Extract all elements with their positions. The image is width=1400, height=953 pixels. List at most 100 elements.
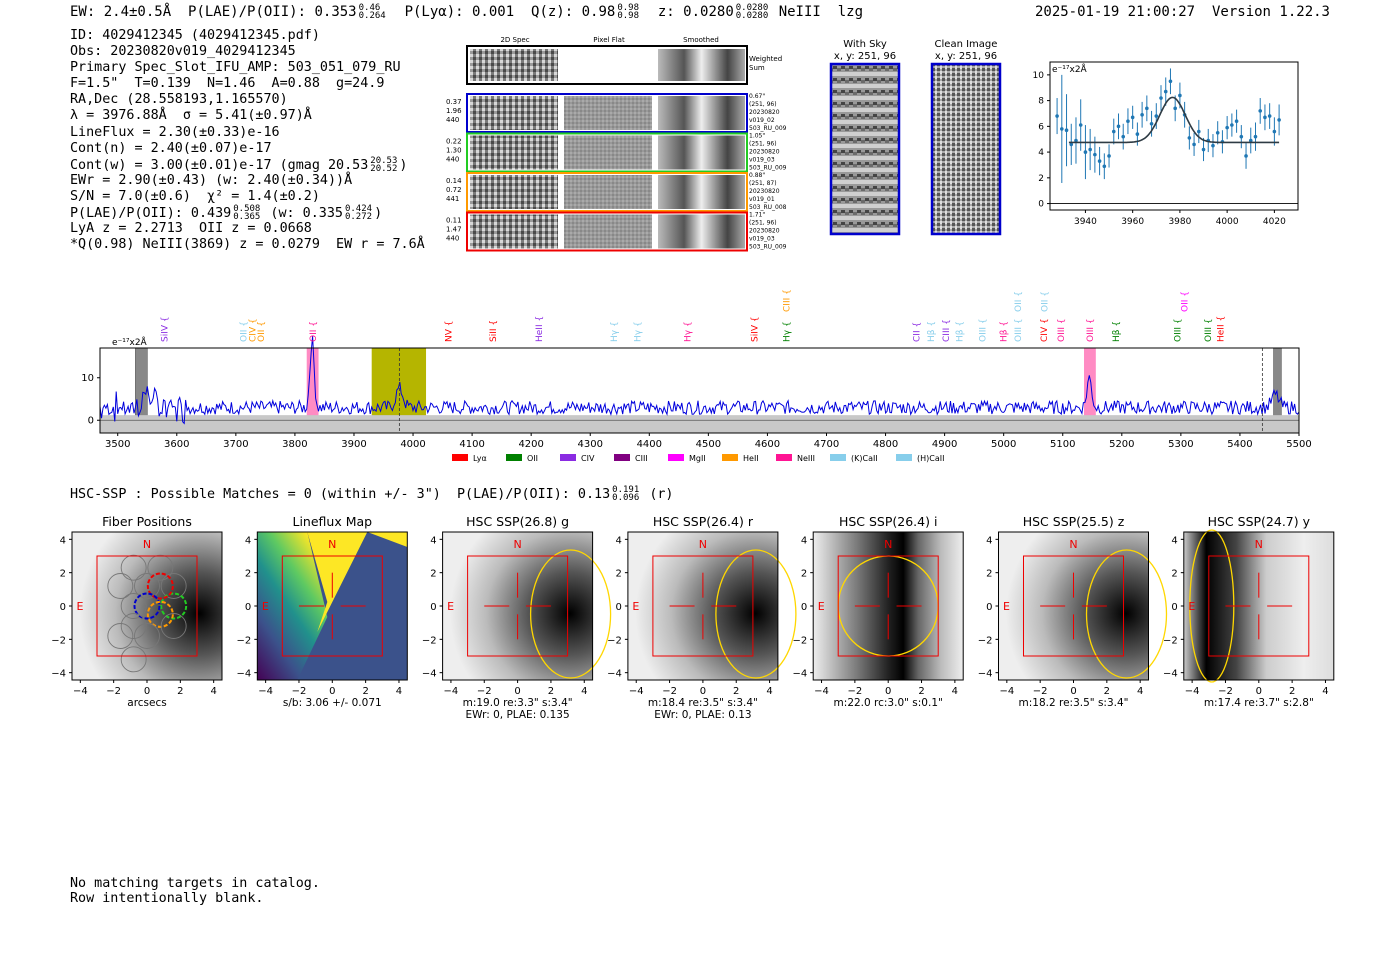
panel-ytick-label: 0 — [430, 602, 436, 613]
zoom-ytick-label: 4 — [1038, 148, 1044, 158]
zoom-point — [1211, 143, 1215, 148]
datetime: 2025-01-19 21:00:27 — [1034, 4, 1196, 20]
spectrum-xtick-label: 4900 — [932, 439, 957, 450]
spectrum-xtick-label: 4700 — [814, 439, 839, 450]
catalog-footer: No matching targets in catalog. Row inte… — [70, 876, 320, 906]
spectrum-xtick-label: 4100 — [459, 439, 484, 450]
zoom-ytick-label: 2 — [1038, 174, 1044, 184]
zoom-axes-frame — [1049, 61, 1299, 211]
col-label-2dspec: 2D Spec — [500, 36, 529, 44]
spectrum-xtick-label: 5400 — [1227, 439, 1252, 450]
info-qline: *Q(0.98) NeIII(3869) z = 0.0279 EW r = 7… — [70, 237, 425, 253]
legend-swatch — [668, 454, 684, 461]
panel-ytick-label: 0 — [986, 602, 992, 613]
fiber-circle — [107, 623, 134, 649]
east-label: E — [1188, 600, 1195, 613]
zoom-point — [1093, 152, 1097, 157]
spectrum-xtick-label: 4800 — [873, 439, 898, 450]
spectrum-line-label: OIII { — [1173, 318, 1183, 342]
spectrum-line-label: OIII { — [1086, 318, 1096, 342]
east-label: E — [818, 600, 825, 613]
spectrum-line-label: OII { — [1014, 291, 1024, 312]
lineflux-gradient — [257, 532, 328, 680]
spectrum-line-label: Hβ { — [1112, 321, 1122, 342]
zoom-ylabel: e⁻¹⁷x2Å — [1052, 63, 1088, 75]
panel-ytick-label: −4 — [237, 669, 252, 680]
imaging-panel-title: HSC SSP(26.4) i — [839, 514, 937, 529]
zoom-ytick-label: 8 — [1038, 97, 1044, 107]
zoom-point — [1135, 132, 1140, 136]
hsc-summary: HSC-SSP : Possible Matches = 0 (within +… — [70, 486, 674, 503]
east-label: E — [632, 600, 639, 613]
lineflux-corner — [367, 532, 408, 547]
zoom-point — [1154, 114, 1159, 118]
zoom-point — [1234, 119, 1239, 123]
north-label: N — [1255, 538, 1263, 551]
legend-swatch — [560, 454, 576, 461]
cutout-2dspec — [470, 214, 558, 249]
cutout-row-meta: v019_02 — [749, 117, 775, 124]
legend-label: (H)CaII — [917, 454, 944, 463]
footer-line1: No matching targets in catalog. — [70, 876, 320, 891]
plae2-hi: 0.508 — [233, 204, 261, 215]
zoom-point — [1107, 154, 1111, 158]
info-ewr: EWr = 2.90(±0.43) (w: 2.40(±0.34))Å — [70, 172, 353, 188]
zoom-point — [1230, 123, 1234, 127]
cutout-row-meta: 503_RU_009 — [749, 244, 787, 251]
cutout-panel: 2D Spec Pixel Flat Smoothed Weighted Sum… — [446, 36, 787, 252]
cutout-row-meta: v019_03 — [749, 157, 775, 164]
panel-xtick-label: 2 — [1289, 686, 1295, 697]
panel-ytick-label: 2 — [430, 569, 436, 580]
plae2-w: (w: 0.335 — [270, 206, 343, 222]
spectrum-xtick-label: 4200 — [518, 439, 543, 450]
with-sky-coords: x, y: 251, 96 — [834, 51, 896, 62]
zoom-point — [1244, 154, 1248, 158]
clean-image-coords: x, y: 251, 96 — [935, 51, 997, 62]
legend-swatch — [722, 454, 738, 461]
plae-lo: 0.264 — [358, 11, 386, 21]
zoom-point — [1140, 112, 1144, 117]
info-radec: RA,Dec (28.558193,1.165570) — [70, 92, 288, 108]
zoom-point — [1055, 114, 1059, 118]
panel-xtick-label: −4 — [73, 686, 88, 697]
panel-caption: m:17.4 re:3.7" s:2.8" — [1204, 697, 1314, 709]
zoom-point — [1078, 123, 1083, 127]
qz-lo: 0.98 — [617, 11, 640, 21]
imaging-panel-title: HSC SSP(25.5) z — [1023, 514, 1125, 529]
imaging-panel-title: HSC SSP(26.4) r — [653, 514, 754, 529]
zoom-xtick-label: 3960 — [1121, 217, 1144, 227]
imaging-panel-i: HSC SSP(26.4) i N E −4 −4 −2 −2 0 0 2 2 4 4 m:22.0 rc… — [792, 514, 964, 709]
panel-ytick-label: 2 — [986, 569, 992, 580]
zoom-fit-curve — [1068, 96, 1280, 144]
z-lo: 0.0280 — [735, 11, 769, 21]
zoom-point — [1192, 142, 1196, 147]
cutout-row-stat: 440 — [446, 116, 459, 124]
spectrum-line-label: OIII { — [1014, 318, 1024, 342]
panel-xtick-label: 0 — [1070, 686, 1076, 697]
plae-value: 0.353 — [314, 4, 357, 20]
plae2-w-lo: 0.272 — [344, 212, 373, 223]
fiber-circle — [146, 600, 174, 628]
fiber-circle — [160, 613, 187, 639]
spectrum-line-label: CIV { — [1040, 318, 1050, 342]
panel-caption: s/b: 3.06 +/- 0.071 — [283, 697, 382, 709]
east-label: E — [447, 600, 454, 613]
zoom-point — [1178, 93, 1182, 98]
spectrum-line-label: OII { — [240, 321, 250, 342]
fiber-circle — [134, 573, 160, 599]
info-plae: P(LAE)/P(OII): 0.439 0.508 0.365 (w: 0.335… — [70, 204, 383, 223]
panel-ytick-label: 4 — [801, 535, 807, 546]
info-cont-w: Cont(w) = 3.00(±0.01)e-17 (gmag 20.53 20.… — [70, 155, 408, 174]
footer-line2: Row intentionally blank. — [70, 891, 264, 906]
panel-ytick-label: 2 — [1171, 569, 1177, 580]
target-box — [281, 555, 383, 657]
spectrum-line-label: OII { — [1180, 291, 1190, 312]
zoom-xtick-label: 3940 — [1074, 217, 1097, 227]
zoom-point — [1253, 134, 1258, 139]
north-label: N — [513, 538, 521, 551]
cutout-smoothed — [658, 175, 745, 209]
cutout-row-meta: 20230820 — [749, 149, 780, 156]
north-label: N — [143, 538, 151, 551]
panel-ytick-label: −2 — [237, 635, 252, 646]
